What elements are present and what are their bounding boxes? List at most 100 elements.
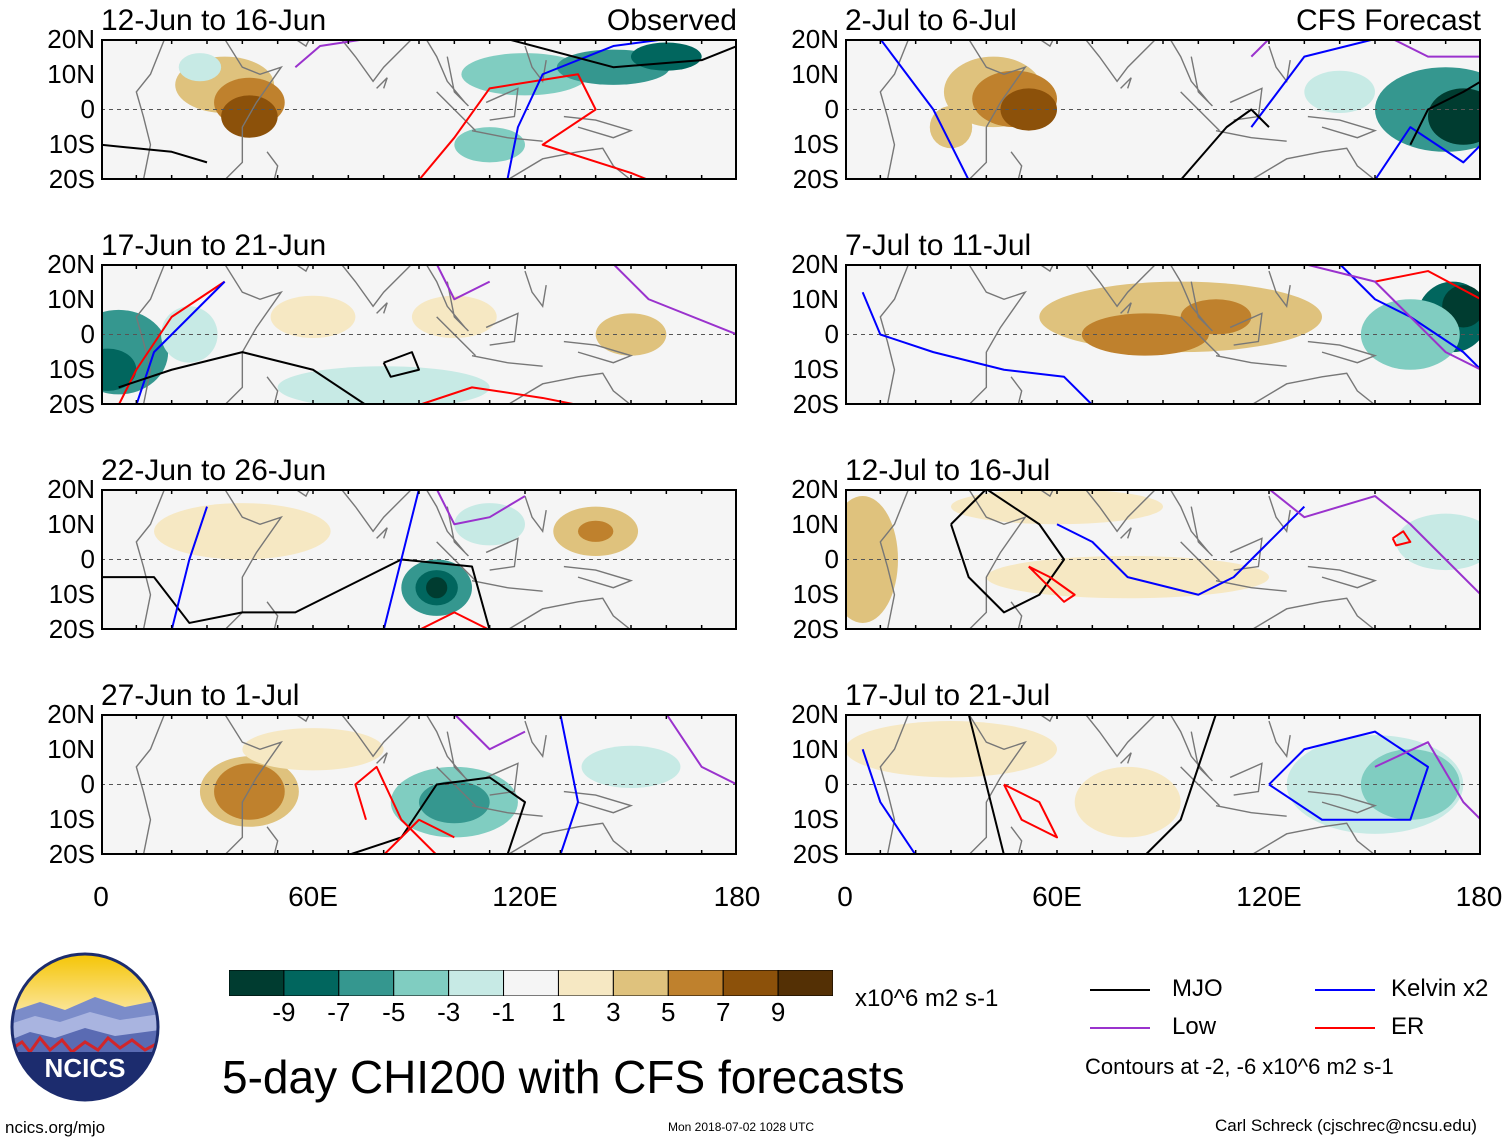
contour-purple [453, 714, 526, 751]
coastline [996, 264, 1055, 273]
coastline [1307, 115, 1378, 139]
map-panel-7 [101, 714, 737, 855]
colorbar-tick-label: -7 [327, 997, 351, 1027]
coastline [1010, 151, 1023, 180]
coastline [376, 752, 388, 764]
contour-purple [665, 714, 737, 786]
coastline [1169, 39, 1213, 107]
coastline [996, 39, 1055, 48]
coastline [224, 264, 283, 405]
contour-blue [861, 748, 917, 855]
coastline [135, 39, 166, 180]
contour-blue [1056, 505, 1306, 596]
coastline [996, 714, 1055, 723]
contour-purple [435, 264, 491, 301]
lon-label-right-180: 180 [1455, 881, 1503, 912]
coastline [1180, 541, 1221, 582]
contour-red [354, 765, 438, 855]
coastline [266, 151, 279, 180]
contour-black [1144, 714, 1217, 855]
coastline [224, 489, 283, 630]
contour-blue [1250, 39, 1376, 128]
coastline [252, 264, 311, 273]
coastline [252, 39, 311, 48]
lat-label: 0 [824, 94, 839, 124]
anomaly-blob [581, 745, 681, 789]
lat-label: 20S [792, 614, 839, 644]
coastline [376, 302, 388, 314]
anomaly-blob [426, 577, 448, 599]
coastline [224, 714, 283, 855]
contour-purple [612, 264, 737, 336]
coastline [1084, 489, 1157, 533]
colorbar-swatch [557, 970, 614, 996]
contour-purple [1250, 39, 1270, 58]
anomaly-blob [242, 728, 384, 771]
anomaly-blob [270, 295, 356, 339]
coastline [425, 39, 469, 107]
main-title: 5-day CHI200 with CFS forecasts [222, 1051, 905, 1103]
map-panel-5 [101, 489, 737, 630]
coastline [266, 826, 279, 855]
lat-label: 20N [47, 474, 95, 504]
lat-label: 10S [48, 354, 95, 384]
contour-black [101, 558, 491, 630]
coastline [1010, 826, 1023, 855]
coastline [1307, 565, 1378, 589]
lat-label: 10S [792, 354, 839, 384]
lon-label-left-180: 180 [713, 881, 761, 912]
anomaly-blob [631, 42, 702, 71]
ncics-logo: NCICS [10, 952, 160, 1102]
contour-blue [170, 506, 208, 630]
coastline [879, 264, 910, 405]
coastline [224, 39, 283, 180]
lat-label: 20S [48, 839, 95, 869]
contour-red [1374, 270, 1481, 301]
legend-line-low [1090, 1027, 1150, 1029]
coastline [968, 39, 1027, 180]
contour-red [1391, 530, 1412, 547]
anomaly-blob [461, 53, 589, 96]
panel-title: 27-Jun to 1-Jul [101, 679, 300, 712]
lat-label: 0 [824, 544, 839, 574]
lon-label-right-120e: 120E [1236, 881, 1302, 912]
coastline [506, 597, 632, 630]
logo-text: NCICS [45, 1053, 126, 1083]
colorbar [229, 970, 833, 996]
coastline [1215, 579, 1287, 592]
legend-line-er [1315, 1027, 1375, 1029]
lat-label: 20S [48, 614, 95, 644]
colorbar-swatch [777, 970, 833, 996]
panel-tag: Observed [606, 4, 737, 37]
coastline [968, 264, 1027, 405]
coastline [1120, 527, 1132, 539]
lat-label: 10N [791, 284, 839, 314]
lat-label: 20S [792, 164, 839, 194]
contours-note: Contours at -2, -6 x10^6 m2 s-1 [1085, 1054, 1394, 1079]
contour-purple [1268, 489, 1481, 596]
colorbar-tick-label: -1 [491, 997, 516, 1027]
coastline [996, 489, 1055, 498]
contour-blue [879, 39, 970, 180]
anomaly-blob [951, 489, 1163, 525]
anomaly-blob [419, 780, 490, 824]
coastline [266, 376, 279, 405]
coastline [968, 489, 1027, 630]
coastline [266, 601, 279, 630]
coastline [1215, 129, 1287, 142]
coastline [563, 565, 634, 589]
contour-red [382, 818, 455, 855]
panel-title: 7-Jul to 11-Jul [845, 229, 1032, 262]
lon-label-left-60e: 60E [288, 881, 338, 912]
coastline [524, 720, 547, 759]
contour-black [382, 351, 420, 378]
colorbar-swatch [229, 970, 285, 996]
anomaly-blob [929, 105, 973, 149]
anomaly-blob [1360, 749, 1460, 820]
coastline [485, 312, 519, 346]
lat-label: 10N [791, 509, 839, 539]
legend-line-kelvin [1315, 989, 1375, 991]
anomaly-blob [454, 127, 525, 163]
lat-label: 20S [792, 839, 839, 869]
lat-label: 20S [48, 164, 95, 194]
